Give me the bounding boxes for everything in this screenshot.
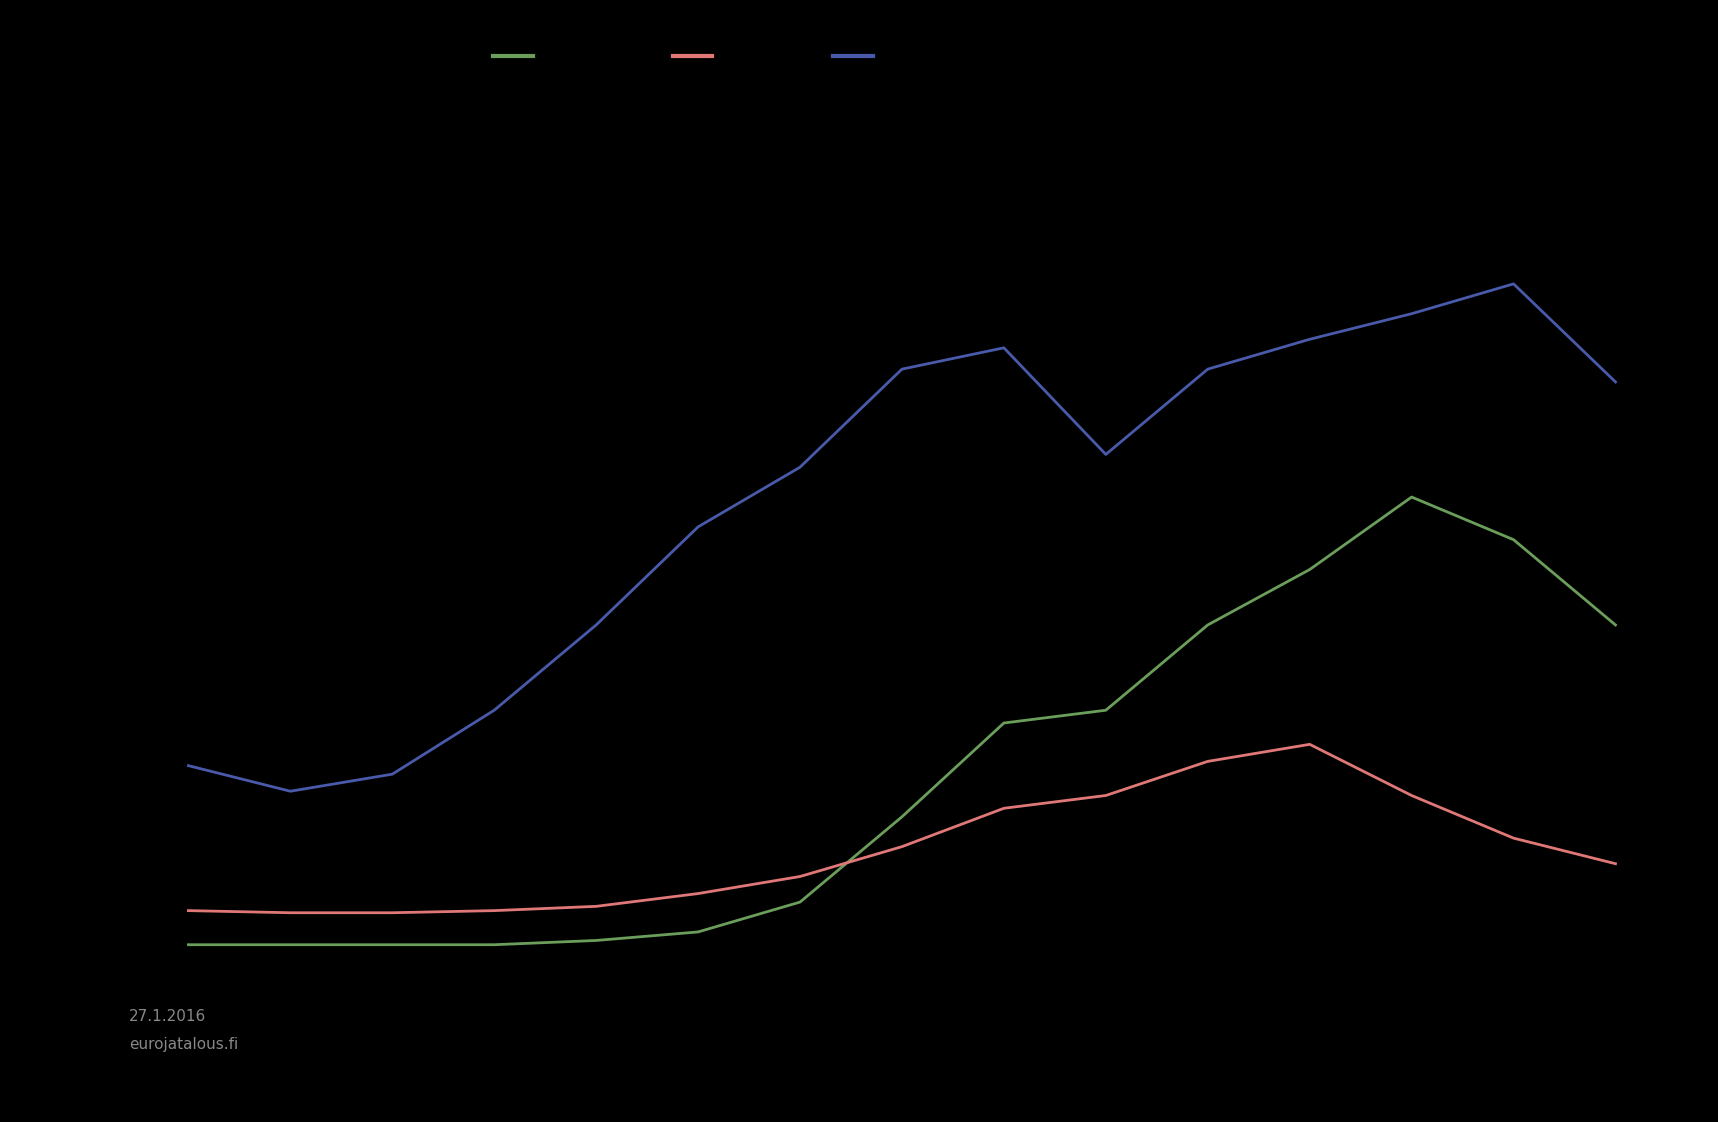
Legend: Turkki, Irak, Syyria: Turkki, Irak, Syyria xyxy=(486,42,952,74)
Text: eurojatalous.fi: eurojatalous.fi xyxy=(129,1037,239,1052)
Text: 27.1.2016: 27.1.2016 xyxy=(129,1009,206,1024)
